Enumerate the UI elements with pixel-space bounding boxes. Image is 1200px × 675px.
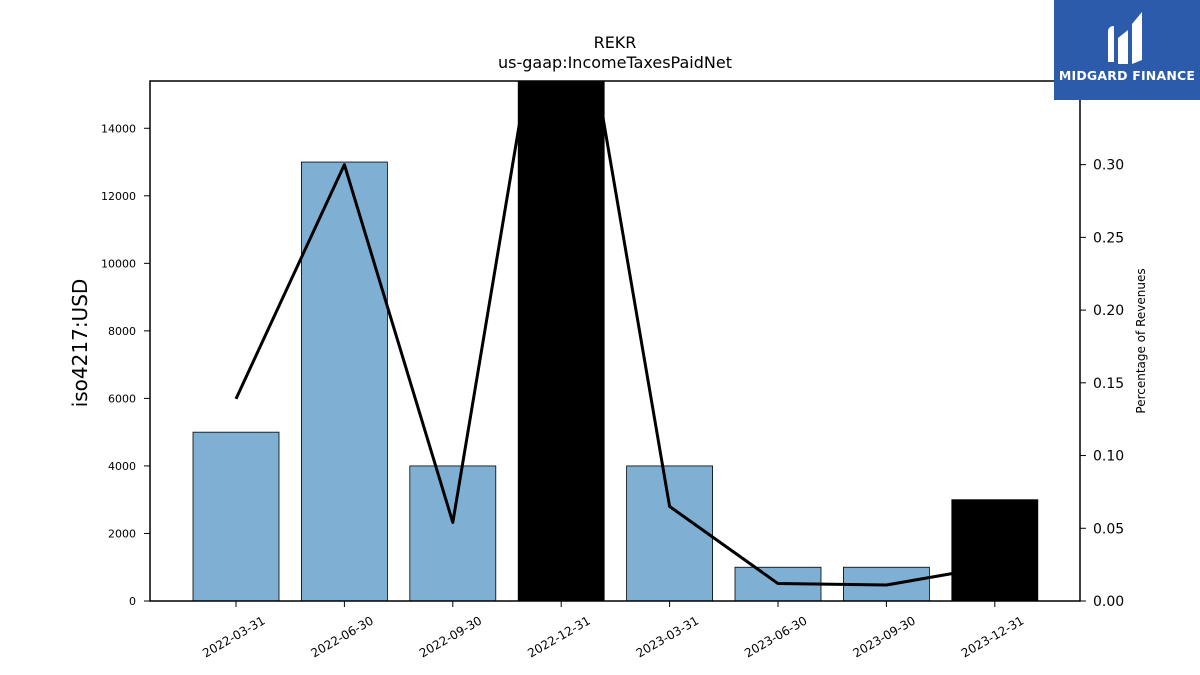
y-tick-label: 4000 [108,460,136,473]
plot-frame [149,80,1081,602]
y2-axis-label: Percentage of Revenues [1134,268,1148,413]
y-tick-label: 0 [129,595,136,608]
bar [626,465,713,601]
percentage-line [234,81,996,587]
y2-tick-label: 0.05 [1093,521,1124,537]
logo-mark-icon [1108,12,1142,64]
x-tick-label: 2023-06-30 [742,613,809,660]
y2-tick-label: 0.10 [1093,449,1124,465]
x-tick-label: 2022-06-30 [308,613,375,660]
y2-tick-label: 0.20 [1093,303,1124,319]
bar [192,431,280,601]
y-tick-label: 6000 [108,392,136,405]
y-tick-label: 12000 [101,190,136,203]
x-tick-label: 2022-03-31 [200,613,267,660]
x-tick-label: 2022-12-31 [525,613,592,660]
bar [300,161,388,601]
y2-tick-label: 0.30 [1093,158,1124,174]
y-tick-label: 8000 [108,325,136,338]
y-axis-label: iso4217:USD [68,279,92,408]
bars-group [192,81,1039,601]
line-group [234,81,996,587]
x-tick-label: 2023-09-30 [850,613,917,660]
brand-logo: MIDGARD FINANCE [1054,0,1200,100]
y-tick-label: 10000 [101,257,136,270]
y2-tick-label: 0.25 [1093,230,1124,246]
x-tick-label: 2023-12-31 [959,613,1026,660]
y-tick-label: 14000 [101,122,136,135]
bar [409,465,497,601]
chart-title: REKR [594,33,637,52]
bar [951,499,1039,601]
logo-text: MIDGARD FINANCE [1058,68,1196,83]
bar [517,81,605,601]
y-tick-label: 2000 [108,527,136,540]
x-tick-label: 2022-09-30 [417,613,484,660]
x-tick-label: 2023-03-31 [634,613,701,660]
y2-tick-label: 0.15 [1093,376,1124,392]
y2-tick-label: 0.00 [1093,594,1124,610]
chart-subtitle: us-gaap:IncomeTaxesPaidNet [498,53,732,72]
